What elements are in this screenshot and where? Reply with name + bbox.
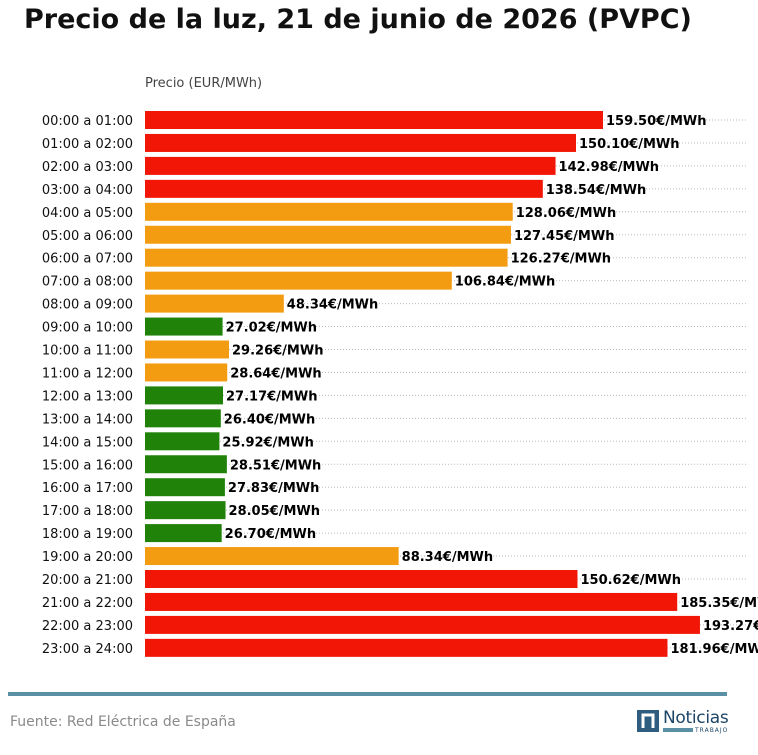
category-ticks: 00:00 a 01:00 01:00 a 02:00 02:00 a 03:00 0…	[42, 114, 133, 657]
data-label: 181.96€/MWh	[670, 642, 758, 657]
bar	[145, 225, 511, 244]
category-tick-label: 01:00 a 02:00	[42, 137, 133, 152]
category-tick-label: 21:00 a 22:00	[42, 596, 133, 611]
bar	[145, 179, 543, 198]
data-label: 126.27€/MWh	[511, 252, 612, 267]
category-tick-label: 08:00 a 09:00	[42, 298, 133, 313]
n-logo-icon	[637, 710, 659, 732]
data-label: 138.54€/MWh	[546, 183, 647, 198]
chart-title: Precio de la luz, 21 de junio de 2026 (P…	[24, 4, 692, 35]
data-label: 142.98€/MWh	[559, 160, 660, 175]
footer-divider	[8, 692, 727, 696]
bar	[145, 615, 700, 634]
bar	[145, 271, 452, 290]
bar	[145, 501, 226, 520]
category-tick-label: 09:00 a 10:00	[42, 321, 133, 336]
category-tick-label: 13:00 a 14:00	[42, 412, 133, 427]
data-label: 28.51€/MWh	[230, 458, 321, 473]
category-tick-label: 10:00 a 11:00	[42, 344, 133, 359]
category-tick-label: 15:00 a 16:00	[42, 458, 133, 473]
bar	[145, 409, 221, 428]
category-tick-label: 12:00 a 13:00	[42, 389, 133, 404]
data-label: 88.34€/MWh	[402, 550, 493, 565]
category-tick-label: 03:00 a 04:00	[42, 183, 133, 198]
data-label: 185.35€/MWh	[680, 596, 758, 611]
data-label: 27.02€/MWh	[226, 321, 317, 336]
category-tick-label: 23:00 a 24:00	[42, 642, 133, 657]
bar	[145, 156, 556, 175]
category-tick-label: 18:00 a 19:00	[42, 527, 133, 542]
data-label: 193.27€/MWh	[703, 619, 758, 634]
category-tick-label: 22:00 a 23:00	[42, 619, 133, 634]
bar	[145, 524, 222, 543]
data-labels: 159.50€/MWh 150.10€/MWh 142.98€/MWh 138.54€…	[222, 114, 758, 657]
bar	[145, 294, 284, 313]
bar	[145, 111, 603, 129]
category-tick-label: 17:00 a 18:00	[42, 504, 133, 519]
bar	[145, 592, 678, 611]
data-label: 48.34€/MWh	[287, 298, 378, 313]
logo-underline	[663, 728, 693, 732]
bar	[145, 133, 577, 152]
data-label: 159.50€/MWh	[606, 114, 707, 129]
axis-label: Precio (EUR/MWh)	[145, 76, 262, 91]
category-tick-label: 00:00 a 01:00	[42, 114, 133, 129]
category-tick-label: 11:00 a 12:00	[42, 366, 133, 381]
category-tick-label: 16:00 a 17:00	[42, 481, 133, 496]
bar-chart: Precio (EUR/MWh) 00:00 a 01:00 01:00 a 02…	[42, 76, 758, 657]
data-label: 26.70€/MWh	[225, 527, 316, 542]
data-label: 28.05€/MWh	[229, 504, 320, 519]
data-label: 26.40€/MWh	[224, 412, 315, 427]
bar	[145, 432, 220, 451]
data-label: 29.26€/MWh	[232, 344, 323, 359]
data-label: 27.83€/MWh	[228, 481, 319, 496]
data-label: 27.17€/MWh	[226, 389, 317, 404]
bar	[145, 317, 223, 336]
bar	[145, 455, 227, 474]
bar	[145, 248, 508, 267]
data-label: 28.64€/MWh	[230, 366, 321, 381]
bar	[145, 570, 578, 588]
logo-wordmark: Noticias	[663, 708, 729, 728]
data-label: 128.06€/MWh	[516, 206, 617, 221]
data-label: 25.92€/MWh	[222, 435, 313, 450]
bar	[145, 340, 230, 359]
data-label: 127.45€/MWh	[514, 229, 615, 244]
bar	[145, 386, 224, 405]
bar	[145, 638, 668, 657]
category-tick-label: 05:00 a 06:00	[42, 229, 133, 244]
logo-subtitle: TRABAJO	[695, 727, 729, 734]
data-label: 106.84€/MWh	[455, 275, 556, 290]
bar	[145, 547, 399, 566]
category-tick-label: 14:00 a 15:00	[42, 435, 133, 450]
category-tick-label: 19:00 a 20:00	[42, 550, 133, 565]
category-tick-label: 02:00 a 03:00	[42, 160, 133, 175]
category-tick-label: 04:00 a 05:00	[42, 206, 133, 221]
category-tick-label: 06:00 a 07:00	[42, 252, 133, 267]
brand-logo: Noticias TRABAJO	[637, 708, 732, 736]
gridlines	[145, 119, 748, 649]
bars	[145, 111, 700, 657]
bar	[145, 478, 225, 497]
category-tick-label: 20:00 a 21:00	[42, 573, 133, 588]
source-note: Fuente: Red Eléctrica de España	[10, 714, 236, 730]
bar	[145, 363, 228, 382]
bar	[145, 202, 513, 221]
category-tick-label: 07:00 a 08:00	[42, 275, 133, 290]
data-label: 150.10€/MWh	[579, 137, 680, 152]
data-label: 150.62€/MWh	[580, 573, 681, 588]
